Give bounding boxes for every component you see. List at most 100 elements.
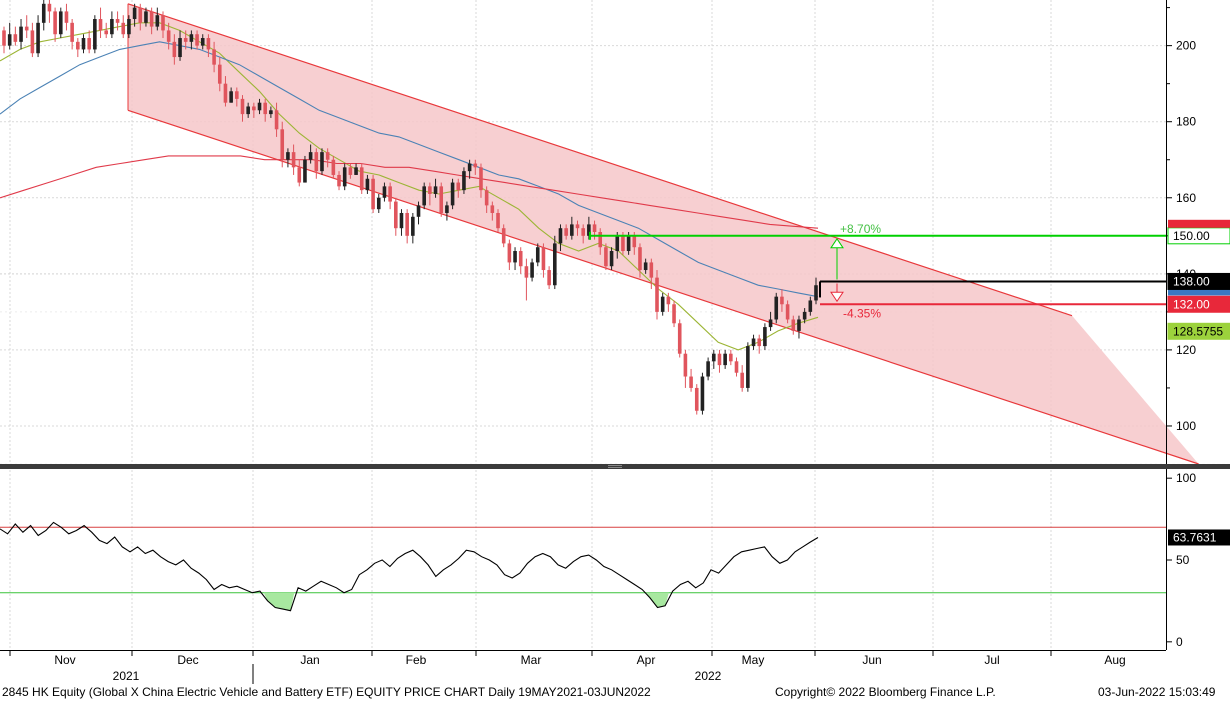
candle-body	[473, 163, 478, 168]
candle-42	[240, 95, 245, 122]
candle-body	[552, 243, 557, 286]
candle-body	[2, 30, 6, 46]
candle-6	[36, 15, 40, 58]
candle-body	[115, 19, 120, 23]
candle-body	[286, 152, 290, 160]
candle-body	[433, 186, 438, 194]
candle-141	[802, 308, 807, 324]
candle-body	[127, 19, 131, 35]
candle-body	[541, 247, 546, 271]
stop-price-tag-label: 132.00	[1173, 297, 1210, 311]
candle-121	[689, 368, 693, 392]
rsi-last-tag-box	[1168, 529, 1230, 546]
candle-body	[484, 190, 489, 206]
candle-body	[13, 34, 18, 42]
hidden-ma-mid-tag	[1168, 288, 1230, 296]
candle-body	[729, 353, 733, 362]
candle-body	[189, 34, 194, 42]
candle-body	[110, 19, 114, 35]
candle-101	[575, 220, 580, 236]
candle-body	[87, 38, 91, 50]
candle-62	[354, 163, 358, 175]
candle-body	[206, 38, 211, 50]
moving-average-line-2	[0, 155, 819, 229]
candle-39	[223, 76, 228, 107]
panel-divider[interactable]	[0, 464, 1230, 469]
ma-price-tag: 128.5755	[1167, 322, 1230, 340]
candle-142	[808, 296, 813, 316]
candle-123	[700, 372, 705, 415]
candle-86	[490, 201, 495, 221]
candle-34	[195, 30, 199, 50]
candle-18	[104, 22, 109, 39]
candle-47	[269, 106, 273, 118]
close-price-tag-box	[1167, 272, 1230, 290]
candle-body	[570, 224, 574, 236]
candle-65	[371, 174, 375, 213]
candle-19	[110, 11, 114, 39]
candle-body	[575, 224, 580, 229]
candle-75	[428, 182, 432, 206]
candle-body	[172, 41, 177, 58]
candle-72	[411, 212, 415, 244]
candle-body	[308, 152, 313, 160]
candle-103	[587, 216, 591, 240]
candle-body	[24, 26, 29, 31]
candle-82	[467, 159, 472, 179]
x-axis-label-jul: Jul	[984, 653, 999, 667]
candle-body	[689, 376, 693, 388]
candle-84	[479, 163, 483, 198]
candle-31	[178, 30, 182, 61]
candle-body	[252, 106, 256, 111]
price-axis-label: 200	[1176, 39, 1196, 53]
candle-body	[711, 353, 716, 362]
moving-averages	[0, 22, 819, 351]
candle-body	[530, 262, 534, 278]
candle-13	[76, 38, 80, 58]
candle-body	[467, 163, 472, 172]
candle-28	[161, 11, 165, 39]
hidden-ma-long-tag	[1168, 219, 1230, 228]
candle-30	[172, 34, 177, 65]
down-arrow-head	[830, 291, 844, 303]
candle-107	[609, 247, 614, 271]
moving-average-line-1	[0, 41, 819, 298]
candle-27	[155, 7, 160, 31]
target-price-tag-label: 150.00	[1173, 229, 1210, 243]
candle-11	[64, 3, 69, 31]
rsi-line	[0, 521, 819, 612]
candle-33	[189, 30, 194, 50]
rsi-axis-label: 50	[1176, 553, 1190, 567]
candle-body	[428, 186, 432, 194]
candle-32	[183, 30, 188, 50]
candle-body	[155, 15, 160, 27]
candle-body	[325, 152, 330, 160]
candle-body	[666, 296, 671, 305]
candle-body	[280, 129, 285, 160]
candle-3	[19, 19, 23, 50]
candle-60	[342, 163, 347, 191]
candle-116	[660, 292, 665, 316]
candle-body	[331, 159, 336, 175]
candle-69	[394, 197, 398, 236]
candle-body	[178, 38, 182, 58]
candle-124	[706, 357, 710, 381]
divider-grip[interactable]	[608, 465, 622, 466]
x-axis-label-jan: Jan	[300, 653, 319, 667]
candle-body	[19, 26, 23, 42]
x-axis-label-jun: Jun	[862, 653, 881, 667]
price-axis-label: 100	[1176, 419, 1196, 433]
candle-body	[496, 212, 500, 229]
candle-9	[53, 7, 57, 42]
candle-body	[598, 232, 603, 248]
candle-99	[564, 224, 568, 240]
candle-125	[711, 349, 716, 369]
candle-body	[638, 247, 642, 271]
candle-body	[411, 216, 415, 236]
rsi-axis-label: 100	[1176, 471, 1196, 485]
candle-body	[734, 361, 739, 373]
price-axis-label: 180	[1176, 115, 1196, 129]
candle-body	[621, 235, 625, 252]
candle-body	[450, 182, 455, 206]
candle-body	[660, 296, 665, 312]
